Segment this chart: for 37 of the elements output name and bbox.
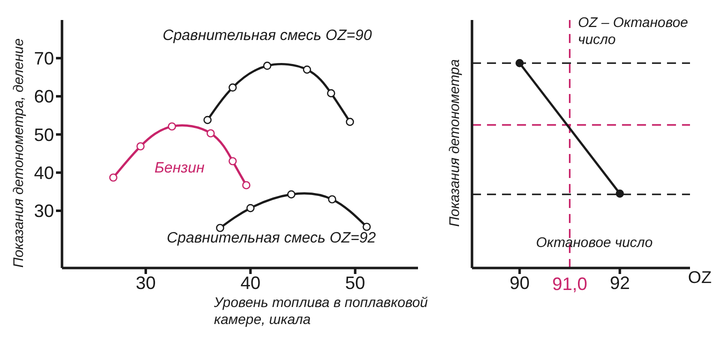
point — [228, 83, 237, 92]
ref-line-label: 91,0 — [552, 274, 588, 294]
y-axis-title: Показания детонометра, деление — [10, 38, 26, 268]
annotation: OZ – Октановое число — [578, 14, 690, 48]
point — [136, 142, 145, 150]
point — [302, 66, 312, 74]
series-label: Сравнительная смесь OZ=92 — [166, 229, 377, 246]
series-label: Сравнительная смесь OZ=90 — [162, 26, 372, 44]
x-tick-label: 92 — [610, 272, 630, 293]
y-tick-label: 60 — [34, 86, 54, 107]
point — [168, 122, 176, 131]
point — [362, 222, 371, 231]
x-tick-label: 90 — [510, 272, 530, 293]
y-tick-label: 40 — [34, 163, 54, 184]
point — [203, 116, 212, 124]
point — [246, 204, 255, 212]
x-tick-label: 50 — [345, 272, 366, 293]
point — [287, 190, 296, 198]
series-label: Бензин — [154, 159, 204, 176]
x-axis-title: Уровень топлива в поплавковой камере, шкала — [214, 294, 429, 328]
y-axis-title: Показания детонометра — [446, 59, 462, 227]
point — [109, 173, 118, 182]
point — [206, 129, 215, 138]
point — [346, 118, 354, 126]
y-tick-label: 70 — [34, 48, 54, 69]
point — [263, 62, 272, 70]
point — [242, 181, 250, 190]
x-tick-label: 30 — [136, 272, 156, 293]
point — [216, 224, 224, 232]
point — [328, 195, 336, 204]
point — [228, 157, 237, 166]
point — [326, 89, 336, 98]
annotation: Октановое число — [536, 234, 653, 250]
y-tick-label: 30 — [34, 201, 54, 222]
x-axis-title: OZ — [688, 268, 712, 288]
x-tick-label: 40 — [240, 272, 260, 293]
y-tick-label: 50 — [34, 124, 54, 145]
